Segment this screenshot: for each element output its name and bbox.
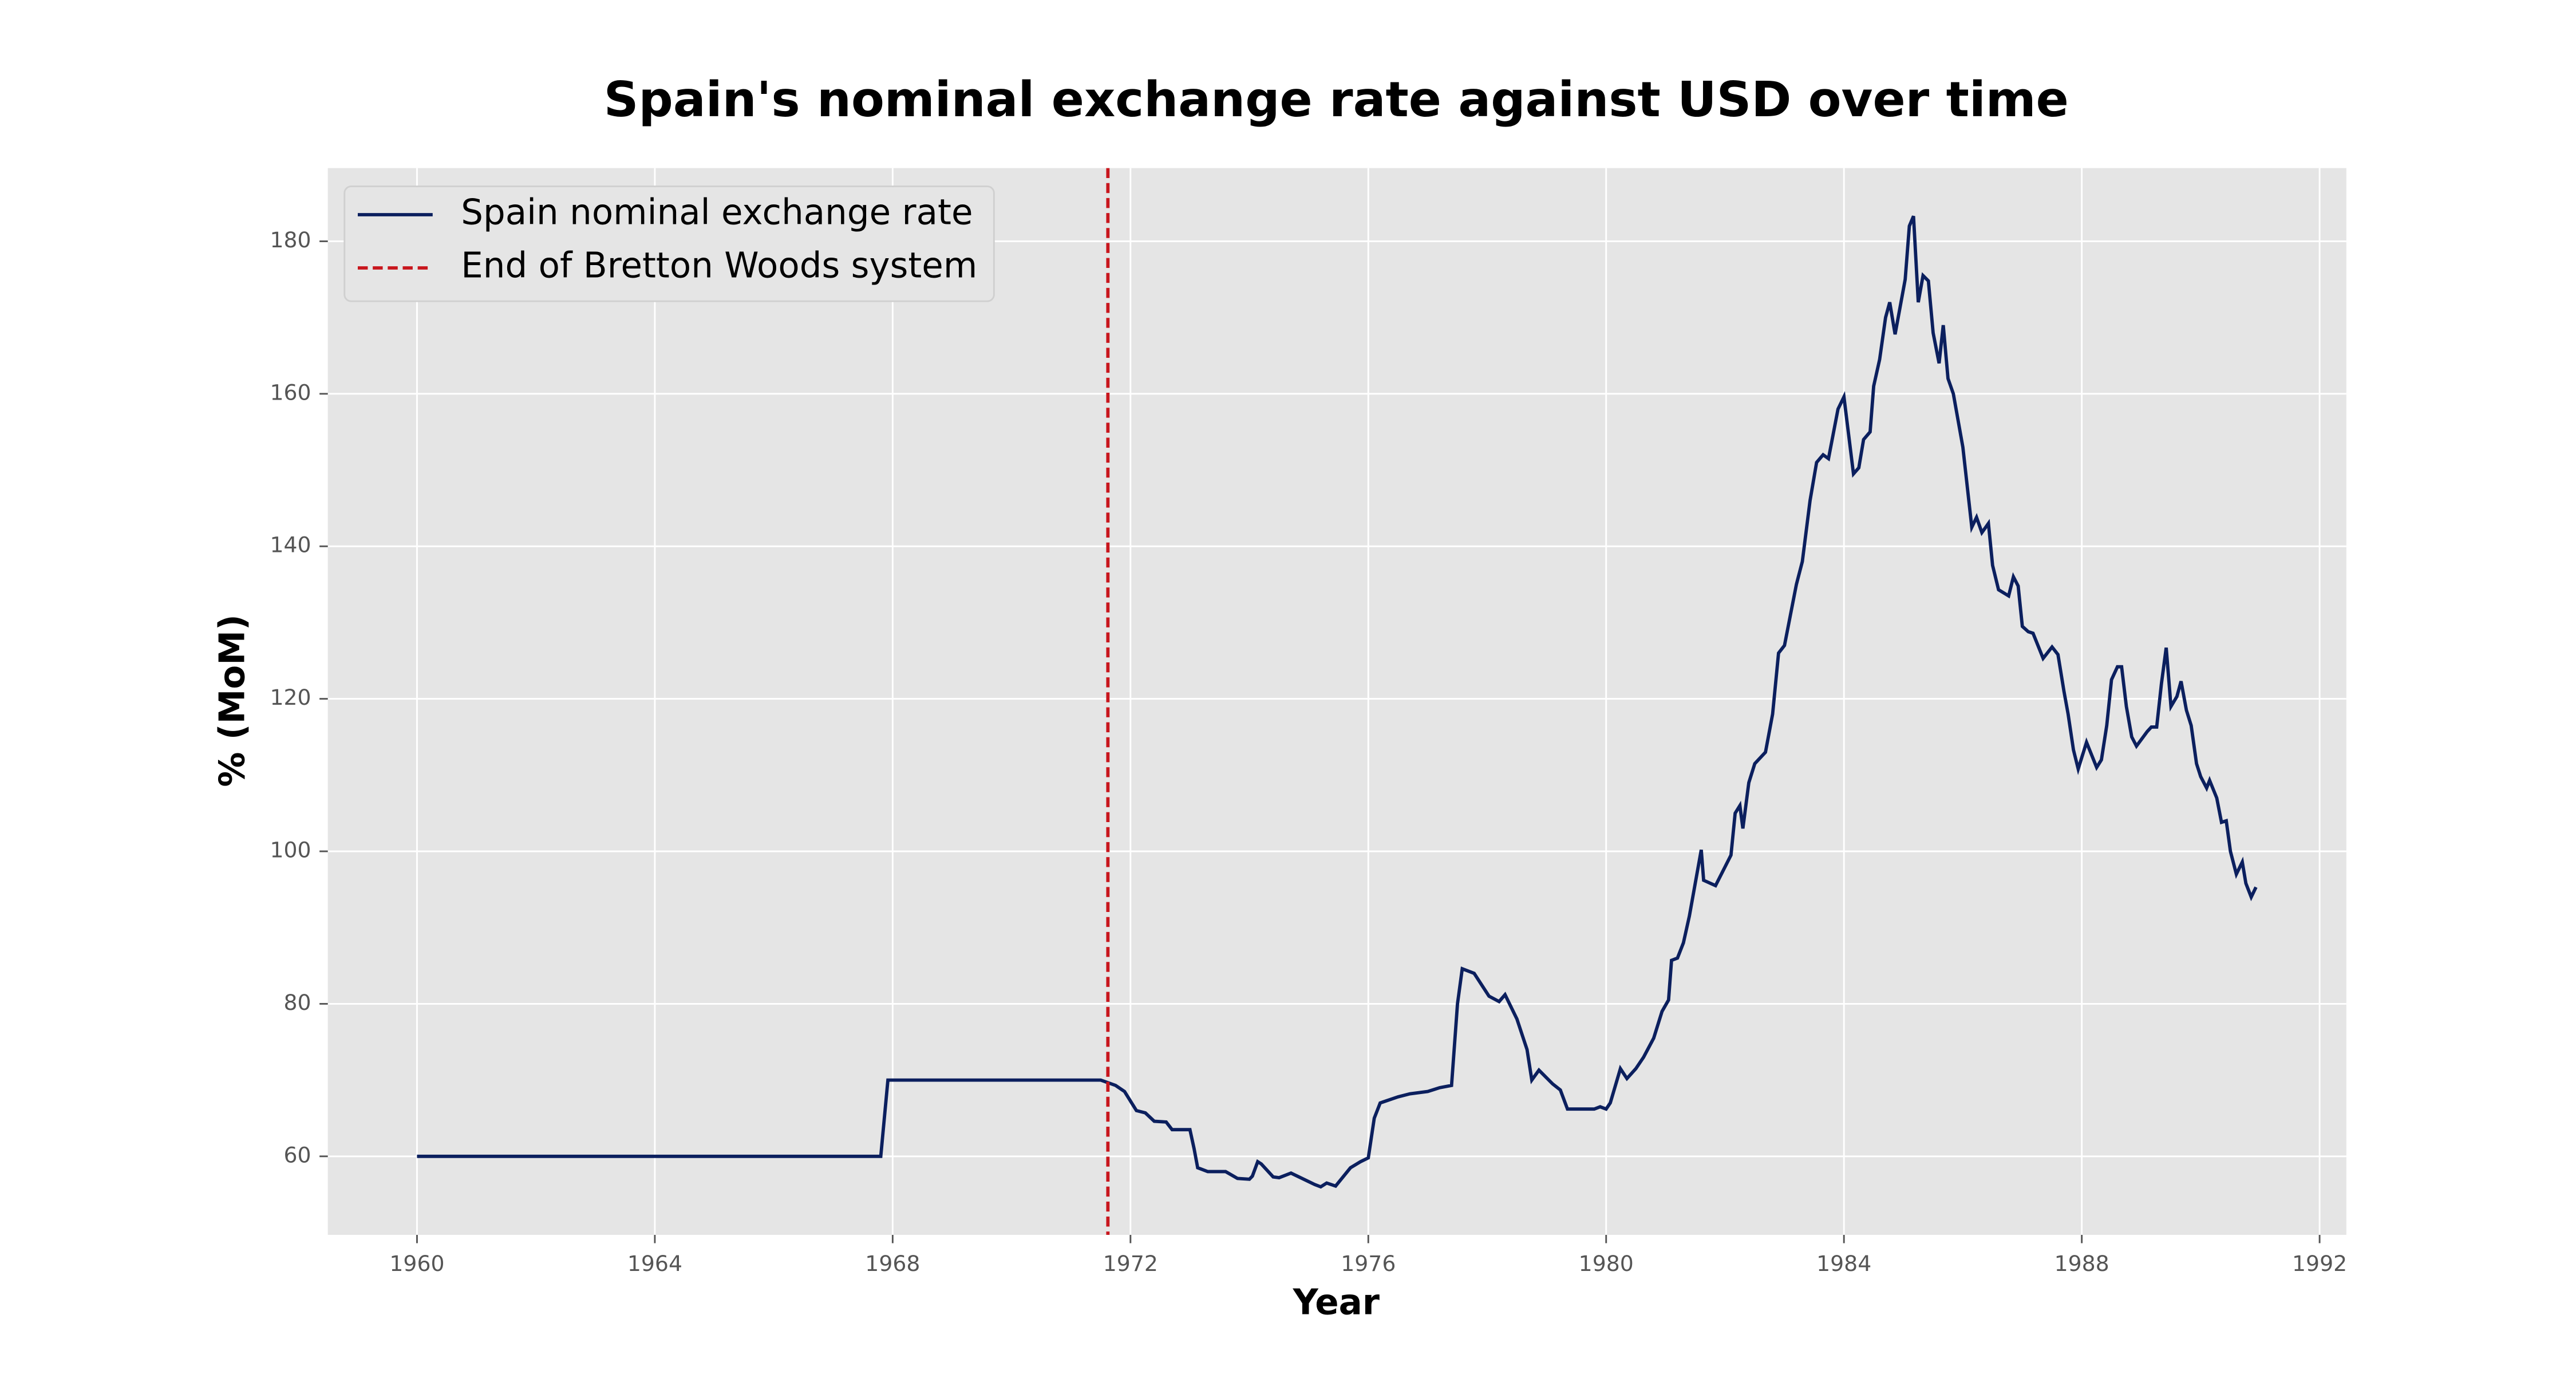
x-tick-label: 1972: [1103, 1251, 1158, 1276]
x-tick-label: 1988: [2055, 1251, 2109, 1276]
y-tick-label: 140: [270, 532, 311, 558]
chart-title: Spain's nominal exchange rate against US…: [604, 72, 2069, 128]
x-tick-label: 1968: [865, 1251, 920, 1276]
y-tick-label: 100: [270, 838, 311, 863]
x-axis-label: Year: [1293, 1282, 1380, 1323]
y-tick-label: 180: [270, 227, 311, 252]
plot-area: [327, 168, 2346, 1235]
x-tick-label: 1984: [1816, 1251, 1871, 1276]
x-tick-label: 1964: [627, 1251, 682, 1276]
legend: Spain nominal exchange rate End of Bretto…: [343, 185, 995, 302]
legend-label: Spain nominal exchange rate: [461, 192, 973, 233]
y-tick-label: 80: [284, 990, 311, 1015]
y-axis-label: % (MoM): [212, 614, 252, 787]
marks: [417, 168, 2258, 1235]
y-tick-label: 160: [270, 380, 311, 405]
grid: 60 80 100 120 140 160 180 1960 1964 1968 1972 1976 1…: [270, 168, 2347, 1276]
y-tick-label: 120: [270, 685, 311, 710]
x-tick-label: 1960: [389, 1251, 444, 1276]
x-tick-label: 1976: [1341, 1251, 1396, 1276]
legend-box: [343, 185, 995, 302]
x-tick-label: 1980: [1579, 1251, 1634, 1276]
x-tick-label: 1992: [2292, 1251, 2347, 1276]
y-tick-label: 60: [284, 1142, 311, 1167]
legend-label: End of Bretton Woods system: [461, 246, 977, 286]
line-series: [417, 215, 2258, 1189]
